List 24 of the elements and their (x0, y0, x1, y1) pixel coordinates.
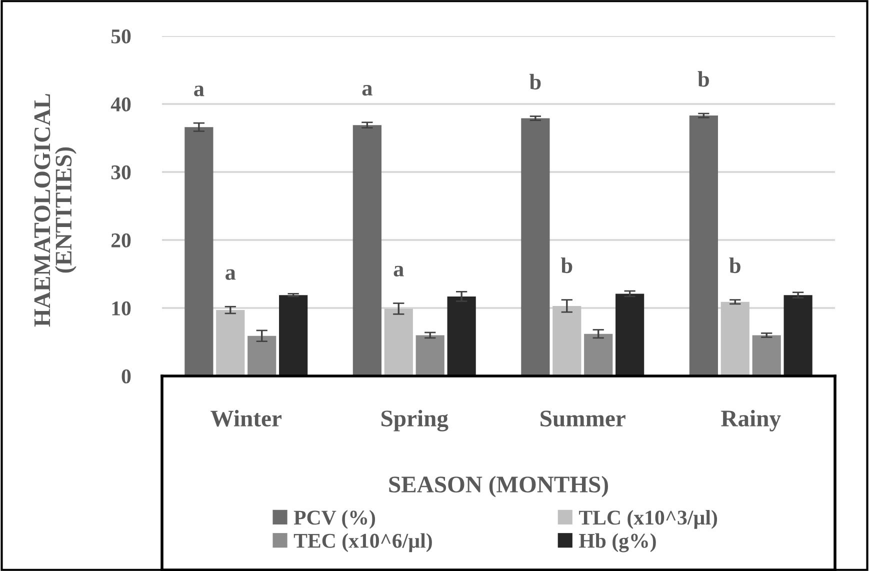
data-label: b (698, 71, 709, 87)
data-label: a (394, 266, 404, 277)
data-label: a (194, 86, 204, 96)
x-axis-title: SEASON (MONTHS) (389, 476, 608, 498)
y-tick-label: 50 (111, 29, 131, 44)
x-tick-label: Spring (382, 410, 448, 432)
y-axis-title: HAEMATOLOGICAL (ENTITIES) (34, 94, 76, 327)
y-tick-label: 40 (110, 97, 131, 112)
data-label: a (362, 84, 372, 96)
legend-label: TEC (x10^6/µl) (294, 533, 432, 552)
data-label: b (729, 257, 740, 274)
data-label: a (226, 269, 236, 280)
data-label: b (560, 257, 572, 274)
y-tick-label: 0 (122, 369, 131, 384)
data-label: b (530, 74, 541, 90)
legend-label: TLC (x10^3/µl) (578, 510, 718, 529)
x-tick-label: Winter (210, 410, 282, 427)
y-tick-label: 10 (112, 301, 131, 316)
x-tick-label: Rainy (721, 410, 781, 432)
x-tick-label: Summer (540, 410, 626, 427)
legend-label: PCV (%) (294, 510, 376, 529)
y-tick-label: 20 (111, 233, 131, 248)
y-tick-label: 30 (111, 165, 131, 180)
legend-label: Hb (g%) (579, 533, 656, 552)
